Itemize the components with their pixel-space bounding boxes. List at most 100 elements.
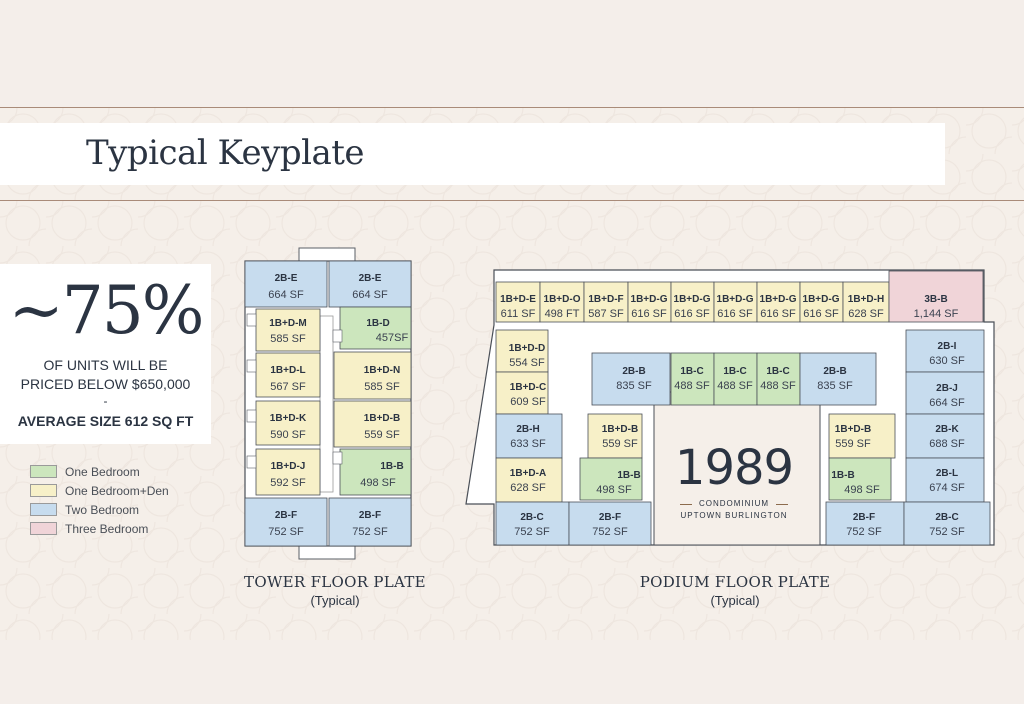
svg-text:630 SF: 630 SF: [929, 355, 965, 367]
svg-text:1B+D-C: 1B+D-C: [510, 382, 546, 393]
svg-text:674 SF: 674 SF: [929, 482, 965, 494]
svg-text:1B-B: 1B-B: [617, 470, 640, 481]
svg-text:752 SF: 752 SF: [592, 526, 628, 538]
tower-unit: 1B-B 498 SF: [339, 448, 412, 496]
svg-text:1B-B: 1B-B: [380, 461, 403, 472]
svg-text:2B-F: 2B-F: [599, 512, 621, 523]
building-logo-number: 1989: [674, 440, 794, 496]
svg-text:752 SF: 752 SF: [929, 526, 965, 538]
svg-text:616 SF: 616 SF: [803, 308, 839, 320]
svg-text:1B+D-M: 1B+D-M: [269, 318, 307, 329]
svg-text:1B+D-J: 1B+D-J: [271, 461, 306, 472]
tower-bottom-notch: [298, 544, 356, 560]
legend-swatch: [30, 522, 57, 535]
svg-text:498 SF: 498 SF: [360, 477, 396, 489]
svg-text:633 SF: 633 SF: [510, 438, 546, 450]
legend-label: One Bedroom: [65, 464, 140, 479]
svg-text:609 SF: 609 SF: [510, 396, 546, 408]
podium-unit: 2B-H 633 SF: [495, 413, 563, 459]
legend-item: One Bedroom: [30, 462, 169, 481]
svg-text:488 SF: 488 SF: [674, 380, 710, 392]
podium-unit: 2B-B 835 SF: [799, 352, 877, 406]
svg-text:752 SF: 752 SF: [268, 526, 304, 538]
svg-text:1B+D-D: 1B+D-D: [509, 343, 545, 354]
svg-text:1B+D-F: 1B+D-F: [588, 294, 623, 305]
svg-text:1B+D-G: 1B+D-G: [717, 294, 754, 305]
tower-unit: 2B-E 664 SF: [244, 260, 328, 308]
svg-text:2B-I: 2B-I: [938, 341, 957, 352]
svg-text:1B+D-G: 1B+D-G: [631, 294, 668, 305]
podium-unit: 1B+D-D 554 SF: [495, 329, 549, 373]
stat-line-2: PRICED BELOW $650,000: [20, 376, 191, 392]
podium-unit: 1B+D-E 611 SF: [495, 281, 541, 323]
tower-unit: 1B+D-N 585 SF: [333, 351, 412, 400]
svg-text:1,144 SF: 1,144 SF: [914, 308, 959, 320]
podium-unit: 1B+D-A 628 SF: [495, 457, 563, 503]
top-band: [0, 0, 1024, 107]
tower-unit: 1B+D-J 592 SF: [255, 448, 321, 496]
legend-label: One Bedroom+Den: [65, 483, 169, 498]
podium-caption-sub: (Typical): [710, 593, 760, 608]
legend-label: Two Bedroom: [65, 502, 140, 517]
legend-item: Three Bedroom: [30, 519, 169, 538]
podium-unit: 2B-F 752 SF: [568, 501, 652, 546]
tower-unit: 2B-F 752 SF: [244, 497, 328, 547]
podium-unit: 1B+D-G 616 SF: [799, 281, 844, 323]
svg-text:1B-D: 1B-D: [366, 318, 389, 329]
svg-text:1B-C: 1B-C: [723, 366, 746, 377]
svg-text:498 SF: 498 SF: [596, 484, 632, 496]
svg-text:2B-H: 2B-H: [516, 424, 539, 435]
svg-text:1B+D-O: 1B+D-O: [544, 294, 581, 305]
podium-caption-title: PODIUM FLOOR PLATE: [639, 573, 831, 591]
svg-text:2B-J: 2B-J: [936, 383, 958, 394]
svg-text:2B-K: 2B-K: [935, 424, 959, 435]
legend-swatch: [30, 465, 57, 478]
tower-floor-plate: 2B-E 664 SF 2B-E 664 SF 1B+D-M 585 SF 1B-D 4…: [244, 247, 412, 560]
svg-text:2B-F: 2B-F: [275, 510, 297, 521]
podium-unit: 1B+D-F 587 SF: [583, 281, 629, 323]
tower-unit: 1B+D-M 585 SF: [255, 308, 321, 352]
svg-text:611 SF: 611 SF: [501, 308, 536, 320]
svg-text:1B+D-B: 1B+D-B: [602, 424, 638, 435]
svg-text:1B+D-N: 1B+D-N: [364, 365, 400, 376]
svg-text:567 SF: 567 SF: [270, 381, 306, 393]
svg-text:2B-F: 2B-F: [359, 510, 381, 521]
svg-text:488 SF: 488 SF: [760, 380, 796, 392]
svg-text:592 SF: 592 SF: [270, 477, 306, 489]
svg-text:664 SF: 664 SF: [929, 397, 965, 409]
podium-unit: 1B+D-B 559 SF: [828, 413, 896, 459]
svg-text:587 SF: 587 SF: [588, 308, 624, 320]
svg-text:664 SF: 664 SF: [352, 289, 388, 301]
top-rule: [0, 107, 1024, 108]
svg-text:752 SF: 752 SF: [514, 526, 550, 538]
svg-text:1B-B: 1B-B: [831, 470, 854, 481]
svg-text:1B+D-A: 1B+D-A: [510, 468, 546, 479]
svg-text:1B-C: 1B-C: [680, 366, 703, 377]
logo-dash: [776, 504, 788, 505]
svg-text:554 SF: 554 SF: [509, 357, 545, 369]
svg-text:1B+D-L: 1B+D-L: [270, 365, 305, 376]
svg-text:664 SF: 664 SF: [268, 289, 304, 301]
podium-unit: 3B-B 1,144 SF: [888, 270, 984, 323]
podium-unit: 2B-J 664 SF: [905, 371, 985, 415]
legend-swatch: [30, 484, 57, 497]
podium-caption: PODIUM FLOOR PLATE (Typical): [620, 573, 850, 608]
svg-text:628 SF: 628 SF: [848, 308, 884, 320]
legend-item: One Bedroom+Den: [30, 481, 169, 500]
balcony: [246, 359, 257, 373]
balcony: [246, 455, 257, 469]
podium-unit: 1B+D-O 498 FT: [539, 281, 585, 323]
svg-text:616 SF: 616 SF: [760, 308, 796, 320]
svg-text:585 SF: 585 SF: [364, 381, 400, 393]
tower-unit: 2B-E 664 SF: [328, 260, 412, 308]
podium-unit: 2B-B 835 SF: [591, 352, 671, 406]
podium-unit: 1B-C 488 SF: [713, 352, 758, 406]
svg-text:2B-C: 2B-C: [520, 512, 543, 523]
svg-text:1B+D-G: 1B+D-G: [803, 294, 840, 305]
svg-text:498 FT: 498 FT: [545, 308, 580, 320]
tower-unit: 1B-D 457SF: [339, 306, 412, 350]
legend: One Bedroom One Bedroom+Den Two Bedroom …: [30, 462, 169, 538]
svg-text:559 SF: 559 SF: [602, 438, 638, 450]
building-logo-line-1: CONDOMINIUM: [698, 499, 770, 508]
svg-text:585 SF: 585 SF: [270, 333, 306, 345]
